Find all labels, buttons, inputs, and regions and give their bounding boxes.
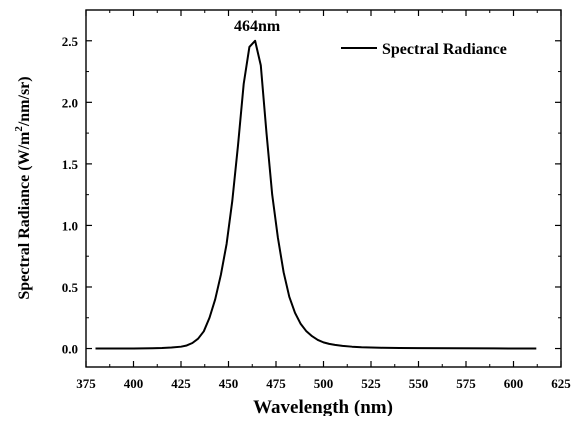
x-tick-label: 375 (76, 376, 96, 391)
y-tick-label: 2.0 (62, 95, 78, 110)
y-axis-title-suffix: /nm/sr) (16, 76, 33, 127)
series-line-spectral-radiance (95, 39, 537, 350)
plot-frame (85, 9, 562, 368)
x-tick-label: 425 (171, 376, 191, 391)
x-tick-label: 400 (124, 376, 144, 391)
y-tick-label: 2.5 (62, 34, 79, 49)
y-axis-title-prefix: Spectral Radiance (W/m (16, 131, 33, 300)
y-tick-label: 0.0 (62, 342, 78, 357)
x-tick-label: 525 (361, 376, 381, 391)
y-axis-title-superscript: 2 (13, 126, 25, 132)
legend-label: Spectral Radiance (382, 41, 507, 58)
x-tick-label: 575 (456, 376, 476, 391)
y-tick-label: 1.5 (62, 157, 79, 172)
x-tick-label: 475 (266, 376, 286, 391)
x-tick-label: 500 (314, 376, 334, 391)
x-tick-label: 550 (409, 376, 429, 391)
x-tick-label: 450 (219, 376, 239, 391)
peak-annotation: 464nm (234, 18, 281, 35)
y-tick-label: 0.5 (62, 280, 79, 295)
axis-ticks (85, 10, 562, 367)
y-tick-label: 1.0 (62, 218, 78, 233)
axis-tick-labels: 375 400 425 450 475 500 525 550 575 600 625 0.0 0.5 1… (62, 34, 572, 391)
x-tick-label: 625 (551, 376, 571, 391)
x-tick-label: 600 (504, 376, 524, 391)
y-axis-title: Spectral Radiance (W/m2/nm/sr) (13, 76, 33, 299)
x-axis-title: Wavelength (nm) (253, 397, 393, 416)
legend: Spectral Radiance (341, 41, 507, 58)
